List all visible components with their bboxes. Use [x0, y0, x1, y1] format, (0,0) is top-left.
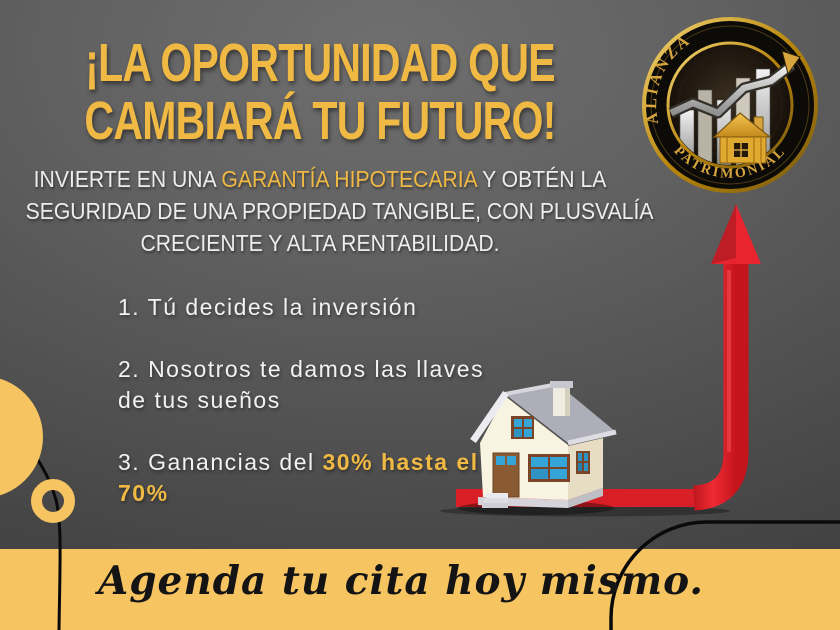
logo-arc-top-text: ALIANZA: [643, 31, 695, 125]
logo-inner-disc: [666, 41, 794, 169]
logo-arc-bottom-text: PATRIMONIAL: [671, 144, 790, 182]
big-yellow-circle: [0, 376, 43, 498]
headline: ¡LA OPORTUNIDAD QUE CAMBIARÁ TU FUTURO!: [77, 34, 563, 150]
arrow-head: [711, 204, 761, 264]
house-base-side: [568, 488, 603, 508]
house-base: [478, 497, 568, 508]
chimney: [553, 386, 570, 416]
intro-line1: INVIERTE EN UNA GARANTÍA HIPOTECARIA Y O…: [33, 166, 607, 192]
house-front-wall: [480, 396, 568, 500]
intro-line3: CRECIENTE Y ALTA RENTABILIDAD.: [140, 230, 500, 256]
benefit-item-1: 1. Tú decides la inversión: [118, 294, 418, 320]
roof-ridge: [504, 382, 559, 396]
headline-line1: ¡LA OPORTUNIDAD QUE: [85, 33, 555, 93]
gable-window-frame: [511, 416, 534, 439]
yellow-ring: [31, 479, 75, 523]
arrow-shaft: [692, 258, 749, 511]
logo-outer-ring: [642, 17, 818, 193]
arrow-head-shade: [711, 204, 736, 264]
side-window-frame: [576, 451, 590, 474]
front-door: [492, 452, 520, 498]
front-window-frame: [528, 454, 570, 482]
intro-paragraph: INVIERTE EN UNA GARANTÍA HIPOTECARIA Y O…: [25, 163, 654, 259]
cta-text: Agenda tu cita hoy mismo.: [98, 558, 705, 604]
roof-fascia-right: [567, 429, 617, 446]
alianza-patrimonial-logo: ALIANZA PATRIMONIAL: [642, 17, 818, 193]
house-side-wall: [568, 438, 603, 500]
house-roof: [505, 384, 616, 443]
house-icon: [712, 112, 772, 164]
benefits-list: 1. Tú decides la inversión 2. Nosotros t…: [118, 292, 490, 540]
intro-highlight: GARANTÍA HIPOTECARIA: [221, 166, 477, 192]
bar-chart-icon: [679, 68, 771, 165]
chimney-shade: [565, 386, 570, 416]
benefit-highlight: 30% hasta el 70%: [118, 449, 479, 506]
benefit-item-2: 2. Nosotros te damos las llaves de tus s…: [118, 356, 485, 413]
growth-arrow-icon: [668, 50, 801, 119]
intro-line2: SEGURIDAD DE UNA PROPIEDAD TANGIBLE, CON…: [25, 198, 654, 224]
benefit-item-3: 3. Ganancias del 30% hasta el 70%: [118, 449, 479, 506]
headline-line2: CAMBIARÁ TU FUTURO!: [84, 91, 556, 151]
chimney-cap: [550, 381, 573, 388]
